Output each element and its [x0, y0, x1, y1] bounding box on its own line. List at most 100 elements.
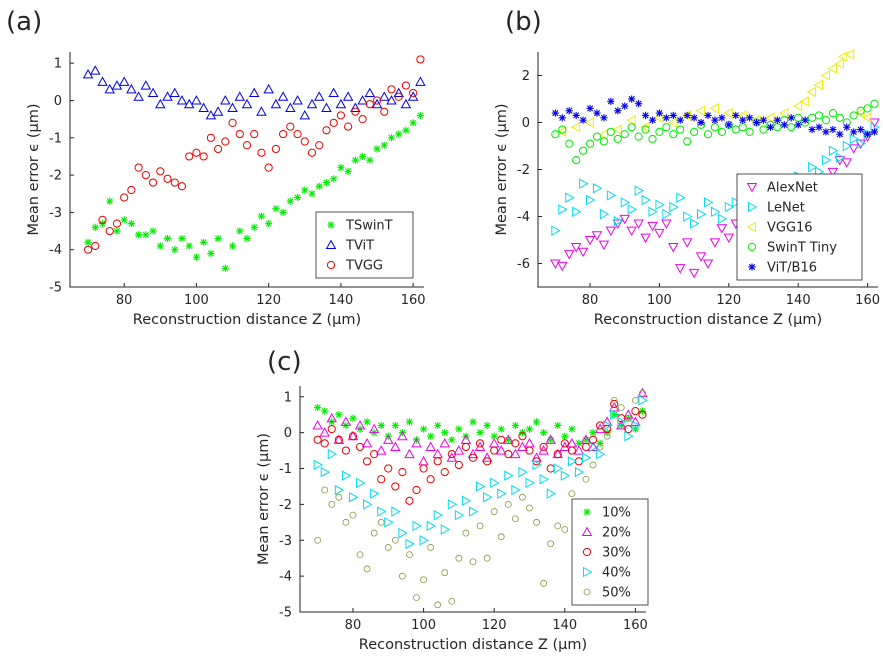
y-tick-label: 0 [522, 116, 530, 131]
data-point [674, 264, 686, 274]
data-point [91, 223, 99, 231]
data-point [448, 436, 456, 444]
y-tick-label: -4 [49, 243, 62, 258]
data-point [328, 87, 339, 98]
data-point [177, 182, 187, 191]
data-point [634, 132, 643, 141]
data-point [855, 139, 866, 150]
data-point [870, 99, 879, 108]
data-point [176, 95, 188, 105]
data-point [723, 107, 733, 119]
data-point [426, 520, 437, 532]
data-point [626, 114, 636, 126]
data-point [669, 130, 678, 139]
data-point [256, 106, 267, 116]
data-point [585, 139, 595, 148]
data-point [855, 107, 865, 119]
data-point [141, 170, 150, 180]
x-tick-label: 140 [552, 618, 577, 633]
data-point [554, 421, 562, 430]
data-point [808, 125, 816, 134]
data-point [433, 509, 444, 521]
data-point [511, 484, 521, 496]
data-point [111, 80, 123, 90]
data-point [483, 421, 491, 430]
data-point [434, 601, 442, 609]
series-20- [312, 387, 648, 466]
panel-b: (b) 80 100 120 140 160 2 0 -2 -4 -6 Reconstruction… [494, 7, 880, 328]
series-vgg16 [556, 49, 872, 140]
data-point [532, 459, 542, 471]
data-point [731, 197, 742, 208]
data-point [553, 450, 562, 459]
data-point [638, 395, 648, 406]
panel-c: (c) 80 100 120 140 160 1 0 -1 -2 -3 -4 -5 Reconstruc… [256, 347, 649, 653]
data-point [97, 76, 108, 86]
x-tick-label: 100 [647, 293, 672, 308]
data-point [849, 111, 858, 120]
data-point [348, 491, 359, 503]
data-point [279, 208, 287, 216]
data-point [667, 117, 678, 128]
data-point [248, 87, 260, 98]
x-tick-label: 120 [716, 293, 741, 308]
data-point [91, 241, 100, 251]
data-point [828, 145, 839, 156]
data-point [199, 152, 208, 161]
data-point [454, 509, 465, 521]
legend-marker [325, 239, 337, 250]
data-point [570, 243, 582, 253]
data-point [683, 211, 693, 222]
data-point [440, 524, 451, 535]
data-point [322, 178, 331, 187]
data-point [497, 533, 505, 541]
data-point [565, 139, 574, 148]
data-point [418, 455, 429, 466]
data-point [613, 134, 622, 144]
data-point [372, 96, 382, 105]
data-point [794, 121, 802, 129]
data-point [395, 130, 403, 138]
data-point [592, 132, 602, 141]
data-point [605, 226, 617, 237]
data-point [856, 138, 867, 149]
data-point [655, 199, 665, 210]
data-point [647, 221, 658, 232]
data-point [612, 219, 624, 229]
data-point [620, 197, 631, 208]
data-point [481, 452, 493, 462]
data-point [567, 456, 578, 467]
data-point [118, 76, 130, 86]
legend-entry: 10% [602, 506, 631, 521]
data-point [301, 186, 309, 194]
data-point [351, 156, 359, 164]
legend-entry: 50% [602, 586, 631, 601]
data-point [340, 416, 352, 426]
data-point [725, 121, 733, 129]
data-point [517, 441, 528, 452]
data-point [787, 114, 795, 122]
data-point [711, 116, 719, 124]
data-point [279, 129, 288, 139]
data-point [586, 194, 596, 206]
data-point [822, 128, 830, 136]
x-tick-label: 80 [116, 293, 133, 308]
y-tick-label: -1 [279, 462, 292, 477]
data-point [185, 152, 194, 161]
series-tvit [82, 65, 426, 120]
data-point [624, 430, 634, 442]
data-point [709, 238, 721, 248]
data-point [329, 118, 338, 127]
data-point [490, 508, 498, 515]
data-point [263, 83, 274, 94]
data-point [551, 225, 561, 236]
data-point [322, 126, 331, 135]
data-point [690, 218, 700, 229]
y-axis-title: Mean error ϵ (μm) [26, 103, 42, 235]
data-point [568, 425, 576, 433]
data-point [205, 109, 217, 120]
data-point [120, 216, 128, 224]
data-point [632, 396, 639, 404]
data-point [603, 432, 611, 440]
data-point [808, 161, 818, 173]
